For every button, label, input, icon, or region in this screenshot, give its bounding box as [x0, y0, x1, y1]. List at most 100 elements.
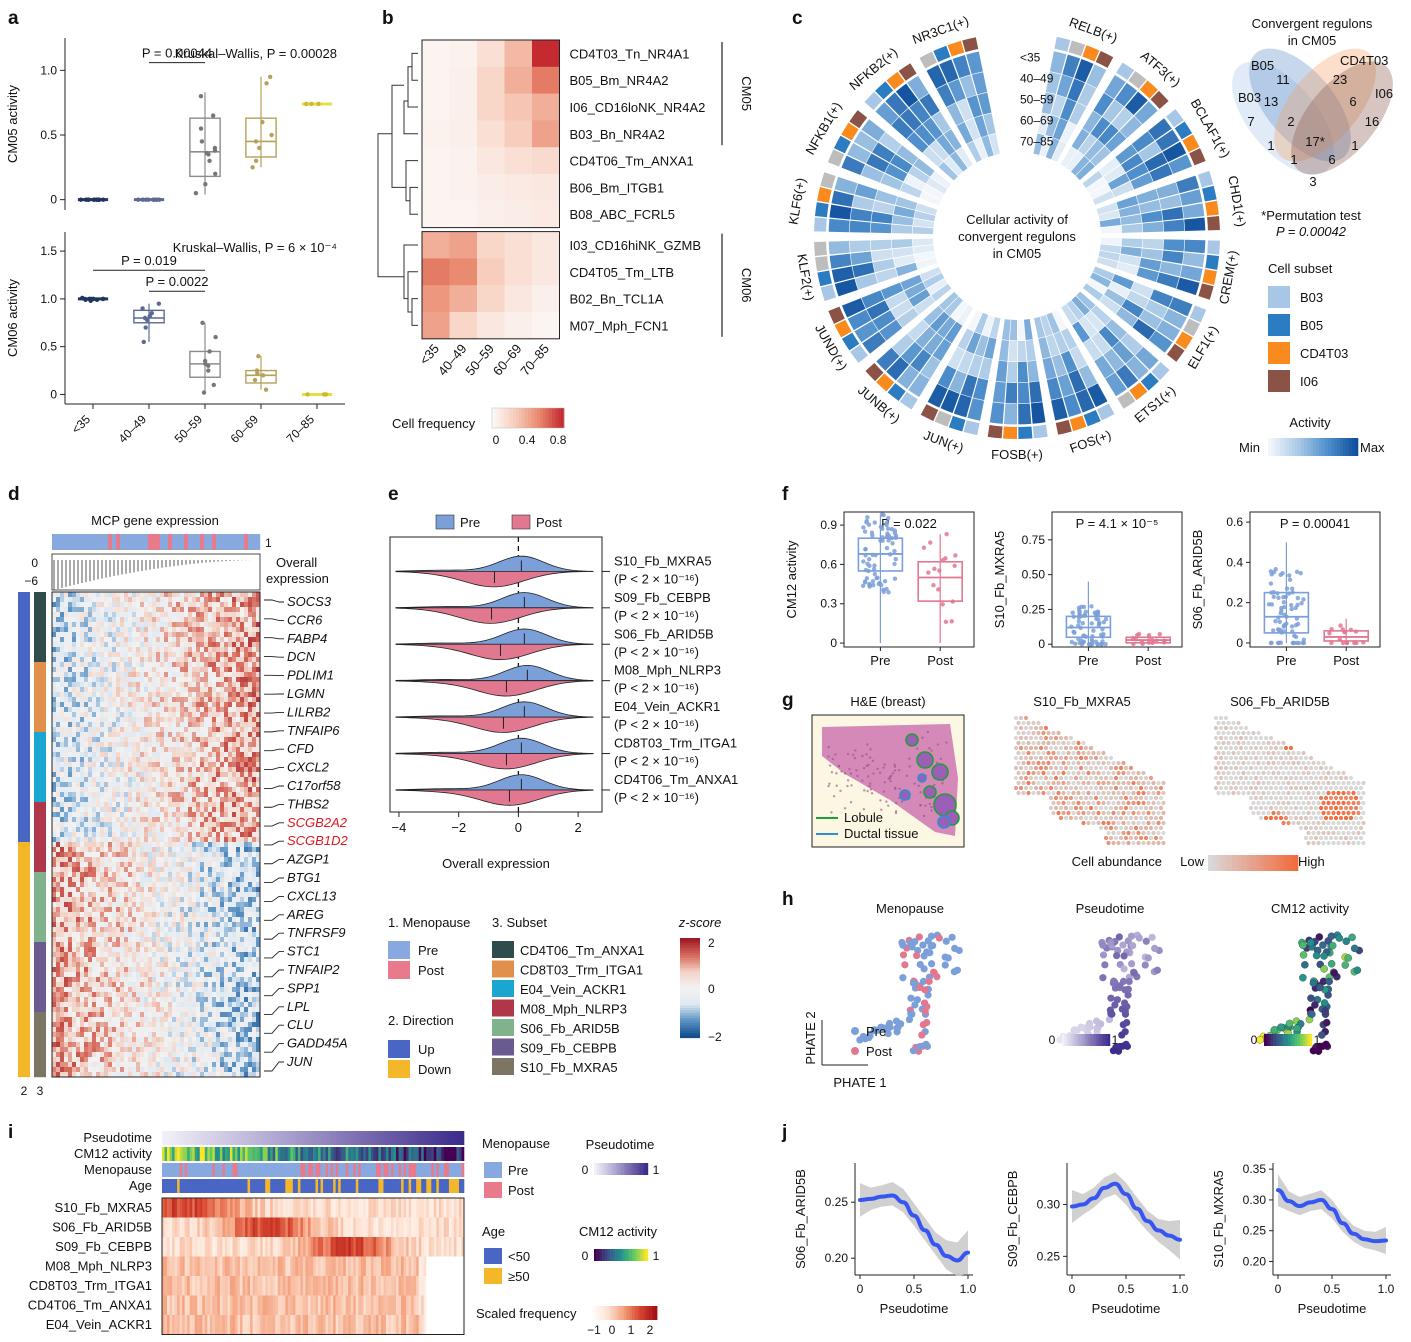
heat-cell [84, 777, 89, 783]
heat-cell [140, 922, 145, 928]
activity-cell [1089, 183, 1111, 200]
heat-cell [88, 952, 93, 958]
heat-cell [68, 772, 73, 778]
heat-cell [220, 692, 225, 698]
heat-cell [228, 842, 233, 848]
legend-gradient [1319, 438, 1323, 456]
heat-cell [56, 947, 61, 953]
heat-cell [236, 617, 241, 623]
heat-cell [176, 817, 181, 823]
heat-cell [128, 722, 133, 728]
heat-cell [124, 767, 129, 773]
heat-cell [184, 727, 189, 733]
heat-cell [228, 907, 233, 913]
heat-cell [188, 742, 193, 748]
heat-cell [112, 942, 117, 948]
heat-cell [204, 637, 209, 643]
heat-cell [172, 622, 177, 628]
heat-cell [220, 952, 225, 958]
subset-bar [34, 887, 46, 893]
heat-cell [228, 632, 233, 638]
heat-cell [252, 697, 257, 703]
activity-cell [1124, 91, 1148, 116]
activity-cell [1103, 165, 1126, 183]
heat-cell [220, 937, 225, 943]
heat-cell [244, 897, 249, 903]
heat-cell [236, 942, 241, 948]
heat-cell [100, 747, 105, 753]
heat-cell [168, 767, 173, 773]
activity-cell [952, 54, 971, 79]
heat-cell [100, 882, 105, 888]
heat-cell [256, 702, 261, 708]
heat-cell [144, 932, 149, 938]
heat-cell [152, 897, 157, 903]
heat-cell [56, 782, 61, 788]
heat-cell [68, 942, 73, 948]
box-point [263, 387, 269, 392]
heat-cell [104, 862, 109, 868]
heat-cell [68, 727, 73, 733]
heat-cell [252, 902, 257, 908]
heat-cell [124, 647, 129, 653]
heat-cell [84, 792, 89, 798]
heat-cell [244, 652, 249, 658]
activity-cell [1136, 267, 1159, 282]
heat-cell [256, 882, 261, 888]
heat-cell [144, 852, 149, 858]
heat-cell [184, 672, 189, 678]
heat-cell [128, 872, 133, 878]
heat-cell [188, 597, 193, 603]
heat-cell [224, 732, 229, 738]
heat-cell [124, 602, 129, 608]
heat-cell [196, 592, 201, 598]
heat-cell [208, 672, 213, 678]
heat-cell [160, 947, 165, 953]
heat-cell [72, 632, 77, 638]
heat-cell [56, 832, 61, 838]
heat-cell [240, 792, 245, 798]
heat-cell [232, 647, 237, 653]
activity-cell [892, 247, 914, 258]
heat-cell [240, 902, 245, 908]
legend-gradient [1271, 438, 1275, 456]
group-label: CM05 [739, 76, 754, 111]
heat-cell [84, 862, 89, 868]
heat-cell [136, 702, 141, 708]
heat-cell [168, 892, 173, 898]
activity-cell [847, 142, 871, 164]
heat-cell [104, 602, 109, 608]
heat-cell [84, 927, 89, 933]
heat-cell [196, 677, 201, 683]
subset-bar [34, 707, 46, 713]
heat-cell [224, 687, 229, 693]
heat-cell [136, 852, 141, 858]
heat-cell [112, 877, 117, 883]
heat-cell [72, 807, 77, 813]
heat-cell [212, 942, 217, 948]
heat-cell [72, 812, 77, 818]
heat-cell [184, 862, 189, 868]
heat-cell [140, 777, 145, 783]
heat-cell [152, 627, 157, 633]
heat-cell [192, 847, 197, 853]
heat-cell [84, 747, 89, 753]
heat-cell [124, 947, 129, 953]
heat-cell [64, 927, 69, 933]
heat-cell [160, 912, 165, 918]
subset-bar [34, 992, 46, 998]
heat-cell [128, 617, 133, 623]
heat-cell [532, 174, 560, 202]
menopause-bar [136, 534, 141, 550]
heat-cell [108, 722, 113, 728]
heat-cell [232, 722, 237, 728]
heat-cell [196, 822, 201, 828]
subset-bar [34, 972, 46, 978]
heat-cell [160, 917, 165, 923]
heat-cell [180, 732, 185, 738]
heat-cell [100, 707, 105, 713]
heat-cell [92, 917, 97, 923]
legend-gradient [1292, 438, 1296, 456]
activity-cell [1087, 383, 1108, 408]
heat-cell [172, 717, 177, 723]
